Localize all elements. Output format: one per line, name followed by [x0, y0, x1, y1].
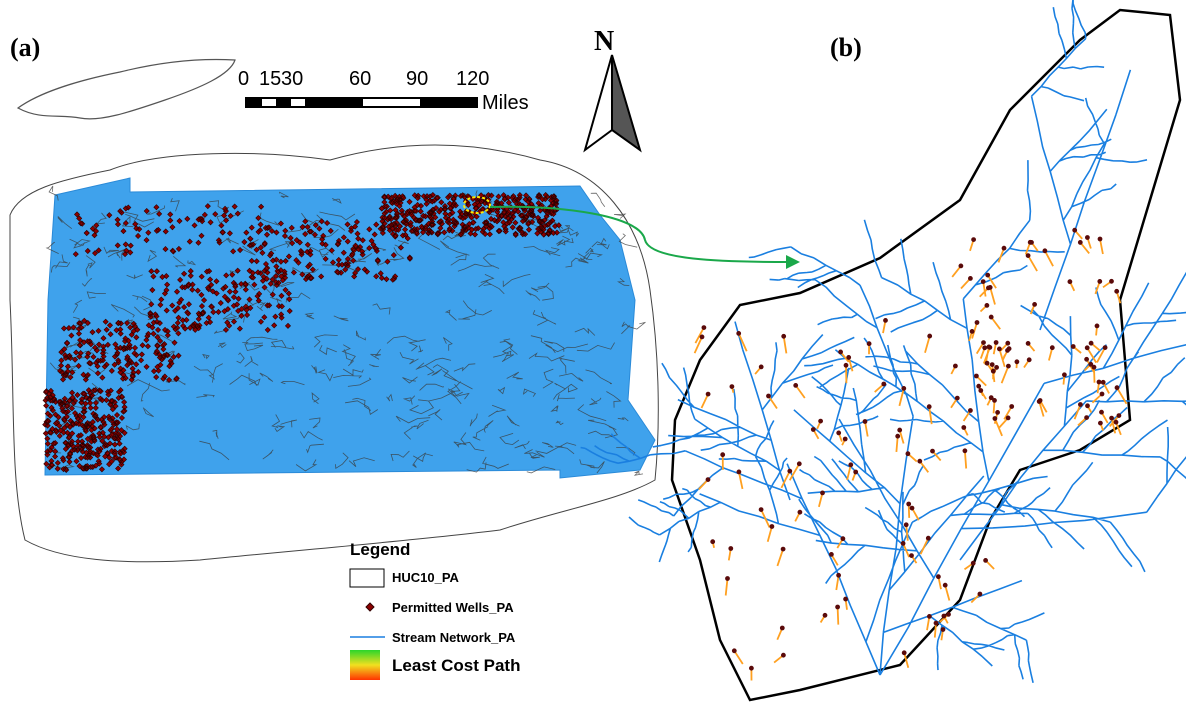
scale-unit: Miles: [482, 92, 529, 114]
scale-label: 120: [456, 68, 489, 90]
legend-item: Stream Network_PA: [392, 630, 516, 645]
scale-bar-segment: [363, 99, 420, 106]
scale-label: 30: [281, 68, 303, 90]
panel-label: (b): [830, 33, 862, 62]
permitted-wells: [42, 191, 562, 474]
link-arrowhead: [786, 255, 800, 269]
lake-outline: [16, 58, 236, 120]
scale-bar: 0 15 30 60 90 120 Miles: [238, 68, 529, 114]
north-arrow: N: [583, 26, 642, 153]
north-arrow-left: [583, 54, 613, 153]
legend-item: Least Cost Path: [392, 656, 520, 675]
streams: [580, 0, 1186, 683]
panel-label: (a): [10, 33, 40, 62]
legend-title: Legend: [350, 540, 410, 559]
legend-item: Permitted Wells_PA: [392, 600, 514, 615]
scale-bar-frame: [245, 97, 478, 108]
legend-swatch: [365, 602, 375, 612]
permitted-wells: [693, 227, 1128, 681]
scale-bar-segment: [291, 99, 305, 106]
link-arrow: [489, 205, 791, 263]
legend: Legend HUC10_PA Permitted Wells_PA Strea…: [349, 540, 520, 680]
legend-swatch: [349, 568, 385, 588]
scale-label: 60: [349, 68, 371, 90]
north-label: N: [594, 26, 614, 57]
legend-swatch: [350, 650, 380, 680]
scale-label: 90: [406, 68, 428, 90]
scale-bar-segment: [262, 99, 276, 106]
well-markers: [42, 191, 562, 474]
stream-network-area: [44, 177, 656, 479]
scale-label: 0: [238, 68, 249, 90]
scale-label: 15: [259, 68, 281, 90]
north-arrow-right: [611, 54, 642, 153]
legend-item: HUC10_PA: [392, 570, 460, 585]
highlight-ellipse: [463, 196, 491, 214]
stream-network: [580, 0, 1186, 683]
